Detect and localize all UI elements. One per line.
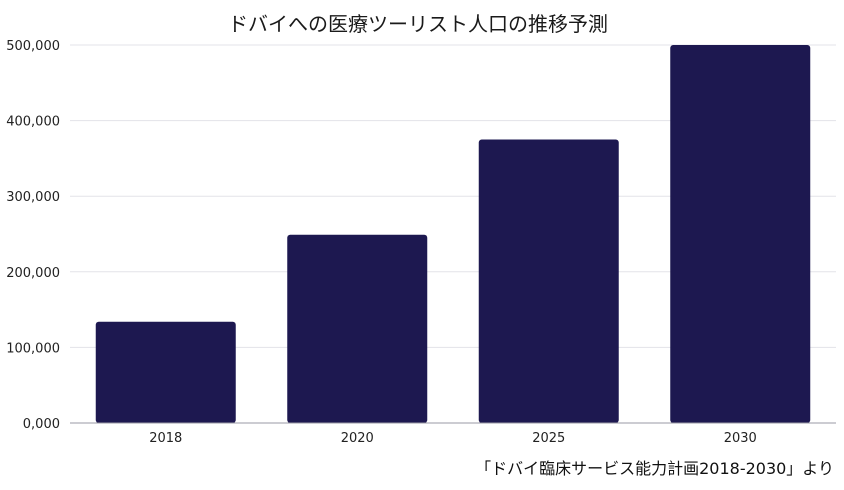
y-tick-label: 200,000 — [6, 266, 60, 281]
y-tick-label: 400,000 — [6, 115, 60, 130]
y-tick-label: 300,000 — [6, 190, 60, 205]
x-tick-label: 2020 — [341, 431, 374, 446]
bar-2030 — [670, 45, 811, 423]
bar-2020 — [287, 234, 428, 423]
x-tick-label: 2025 — [532, 431, 565, 446]
bar-2018 — [95, 321, 236, 423]
bar-2025 — [478, 139, 619, 423]
x-tick-label: 2018 — [149, 431, 182, 446]
y-tick-label: 100,000 — [6, 341, 60, 356]
source-note: 「ドバイ臨床サービス能力計画2018-2030」より — [475, 459, 834, 478]
x-axis: 2018 2020 2025 2030 — [149, 431, 757, 446]
y-axis: 0,000 100,000 200,000 300,000 400,000 500,000 — [6, 39, 60, 432]
x-tick-label: 2030 — [724, 431, 757, 446]
chart-title: ドバイへの医療ツーリスト人口の推移予測 — [228, 12, 608, 36]
y-tick-label: 500,000 — [6, 39, 60, 54]
bars — [95, 45, 811, 423]
y-tick-label: 0,000 — [23, 417, 60, 432]
